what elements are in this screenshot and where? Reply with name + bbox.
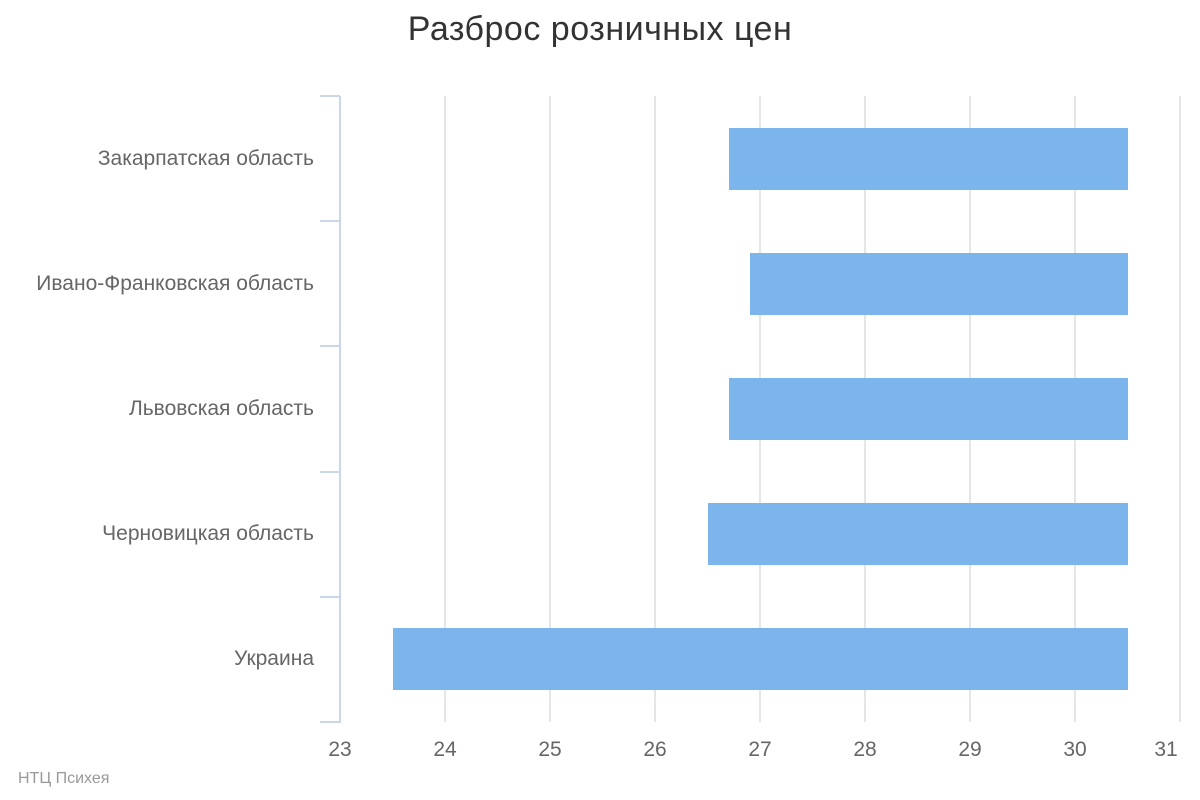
credits: НТЦ Психея [18,770,110,787]
value-axis-label: 31 [1154,738,1178,761]
range-bar-2[interactable] [728,378,1128,440]
category-axis-tick [320,470,340,473]
category-axis-tick [320,95,340,97]
category-axis-tick [320,345,340,348]
category-axis-line [339,96,341,723]
value-axis-label: 24 [433,738,457,761]
category-axis-tick [320,721,340,723]
range-bar-3[interactable] [707,503,1128,566]
value-gridline [444,96,446,722]
category-label: Украина [234,647,314,671]
range-bar-0[interactable] [728,127,1128,190]
value-gridline [1179,96,1181,722]
category-axis-tick [320,220,340,223]
value-axis-label: 26 [643,738,667,761]
value-axis-label: 28 [853,738,877,761]
value-axis-label: 30 [1063,738,1087,761]
range-bar-1[interactable] [749,252,1128,315]
category-label: Львовская область [128,397,314,420]
category-axis-tick [320,595,340,598]
value-axis-label: 23 [328,738,352,761]
value-gridline [654,96,656,722]
range-bar-4[interactable] [392,628,1128,691]
value-axis-label: 27 [748,738,772,761]
value-axis-label: 29 [958,738,982,761]
chart-title: Разброс розничных цен [407,10,793,48]
value-axis-label: 25 [538,738,562,761]
value-gridline [549,96,551,722]
category-label: Закарпатская область [97,146,314,170]
category-label: Ивано-Франковская область [36,271,314,295]
category-label: Черновицкая область [102,522,314,546]
